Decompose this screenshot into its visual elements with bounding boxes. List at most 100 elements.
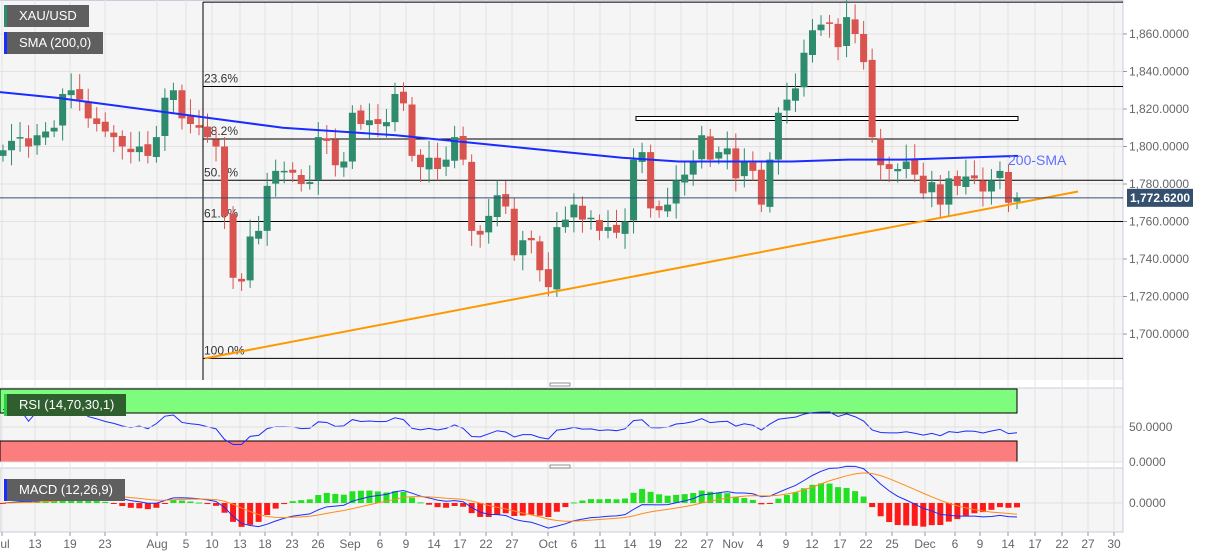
macd-histogram-bar [562, 503, 569, 508]
candle-body [544, 269, 552, 288]
candle-body [161, 97, 169, 136]
macd-histogram-bar [468, 503, 475, 514]
candle-body [212, 139, 220, 147]
candle-body [681, 174, 689, 183]
x-tick-label: 6 [952, 537, 959, 551]
macd-histogram-bar [656, 494, 663, 503]
x-tick-label: Sep [339, 537, 361, 551]
candle-body [953, 176, 961, 186]
candle-body [365, 120, 373, 126]
candle-body [152, 137, 160, 157]
main-pane [0, 0, 1123, 380]
candle-body [510, 208, 518, 256]
macd-histogram-bar [741, 498, 748, 503]
pane-resize-handle[interactable] [549, 382, 571, 387]
macd-histogram-bar [519, 503, 526, 516]
sma-annotation: 200-SMA [1008, 152, 1067, 168]
candle-body [118, 136, 126, 147]
candle-body [843, 17, 851, 46]
macd-histogram-bar [613, 499, 620, 503]
macd-histogram-bar [485, 503, 492, 518]
macd-histogram-bar [477, 503, 484, 517]
macd-histogram-bar [996, 503, 1003, 508]
x-tick-label: 26 [311, 537, 325, 551]
y-tick-label: 1,760.0000 [1129, 215, 1189, 229]
candle-body [110, 132, 118, 138]
candle-body [613, 224, 621, 233]
candle-body [476, 230, 484, 235]
macd-histogram-bar [323, 492, 330, 503]
trendline [204, 190, 1079, 360]
macd-histogram-bar [409, 497, 416, 503]
candle-body [800, 52, 808, 88]
macd-line [2, 465, 1018, 529]
candle-body [442, 159, 450, 167]
x-tick-label: 9 [783, 537, 790, 551]
macd-histogram-bar [340, 494, 347, 503]
macd-histogram-bar [332, 493, 339, 503]
macd-histogram-bar [178, 500, 185, 503]
candle-body [553, 227, 561, 290]
x-tick-label: 13 [233, 537, 247, 551]
candle-body [101, 121, 109, 132]
x-tick-label: 27 [700, 537, 714, 551]
x-tick-label: 10 [205, 537, 219, 551]
candle-body [135, 146, 143, 153]
macd-histogram-bar [1005, 503, 1012, 508]
fib-level-label: 38.2% [204, 124, 238, 138]
macd-histogram-bar [238, 503, 245, 527]
macd-histogram-bar [928, 503, 935, 526]
candle-body [93, 118, 101, 124]
symbol-label: XAU/USD [4, 5, 89, 27]
candle-body [382, 122, 390, 127]
candle-body [238, 278, 246, 282]
macd-histogram-bar [553, 503, 560, 512]
pane-resize-handle[interactable] [549, 464, 571, 469]
candle-body [348, 112, 356, 162]
rsi-tick-label: 0.0000 [1129, 455, 1166, 469]
x-tick-label: 27 [505, 537, 519, 551]
candle-body [664, 204, 672, 212]
macd-histogram-bar [860, 496, 867, 503]
candle-body [834, 23, 842, 48]
macd-label: MACD (12,26,9) [4, 479, 125, 501]
x-tick-label: 17 [1028, 537, 1042, 551]
candle-body [783, 99, 791, 111]
candle-body [647, 152, 655, 209]
macd-histogram-bar [195, 502, 202, 504]
macd-histogram-bar [383, 492, 390, 503]
macd-histogram-bar [0, 503, 6, 504]
candle-body [246, 236, 254, 281]
macd-histogram-bar [732, 496, 739, 503]
candle-body [672, 180, 680, 204]
candle-body [425, 157, 433, 170]
candle-body [536, 241, 544, 271]
y-tick-label: 1,780.0000 [1129, 177, 1189, 191]
x-tick-label: Aug [146, 537, 167, 551]
macd-histogram-bar [715, 492, 722, 503]
macd-histogram-bar [835, 487, 842, 503]
candle-body [323, 138, 331, 141]
macd-histogram-bar [920, 503, 927, 527]
macd-histogram-bar [818, 483, 825, 503]
macd-histogram-bar [775, 498, 782, 503]
x-tick-label: 23 [285, 537, 299, 551]
y-tick-label: 1,720.0000 [1129, 290, 1189, 304]
macd-histogram-bar [690, 493, 697, 503]
candle-body [314, 137, 322, 180]
macd-histogram-bar [528, 503, 535, 515]
candle-body [127, 148, 135, 153]
candle-body [732, 148, 740, 179]
y-tick-label: 1,820.0000 [1129, 102, 1189, 116]
candle-body [621, 221, 629, 234]
macd-histogram-bar [536, 503, 543, 516]
candle-body [638, 152, 646, 162]
macd-histogram-bar [426, 503, 433, 505]
macd-histogram-bar [596, 499, 603, 503]
candle-body [749, 162, 757, 171]
macd-histogram-bar [93, 499, 100, 503]
candle-body [468, 161, 476, 231]
macd-histogram-bar [707, 491, 714, 503]
